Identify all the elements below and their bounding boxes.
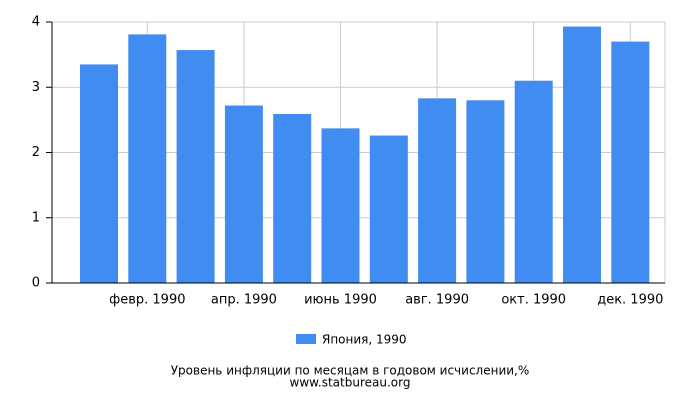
bar — [514, 80, 553, 283]
x-tick-label: авг. 1990 — [405, 293, 469, 308]
y-tick-label: 1 — [32, 210, 40, 225]
bar — [273, 114, 312, 283]
bar — [224, 105, 263, 284]
bar — [418, 98, 457, 283]
bar — [611, 41, 650, 284]
y-tick-label: 4 — [32, 15, 40, 30]
y-tick-label: 2 — [32, 145, 40, 160]
bar — [563, 26, 601, 283]
legend-swatch — [296, 334, 316, 344]
x-tick-label: окт. 1990 — [501, 293, 566, 308]
bar — [321, 128, 360, 283]
x-tick-label: дек. 1990 — [597, 293, 663, 308]
bar — [128, 34, 167, 284]
bar — [466, 100, 505, 283]
y-tick-label: 0 — [32, 276, 40, 291]
x-tick-label: февр. 1990 — [109, 293, 185, 308]
bar — [176, 50, 215, 284]
source: www.statbureau.org — [290, 376, 411, 390]
legend-label: Япония, 1990 — [322, 333, 407, 347]
y-tick-label: 3 — [32, 80, 40, 95]
x-tick-label: июнь 1990 — [304, 293, 377, 308]
chart-title: Уровень инфляции по месяцам в годовом ис… — [171, 364, 530, 378]
bar — [80, 64, 118, 283]
bar — [369, 135, 408, 283]
x-tick-label: апр. 1990 — [211, 293, 277, 308]
